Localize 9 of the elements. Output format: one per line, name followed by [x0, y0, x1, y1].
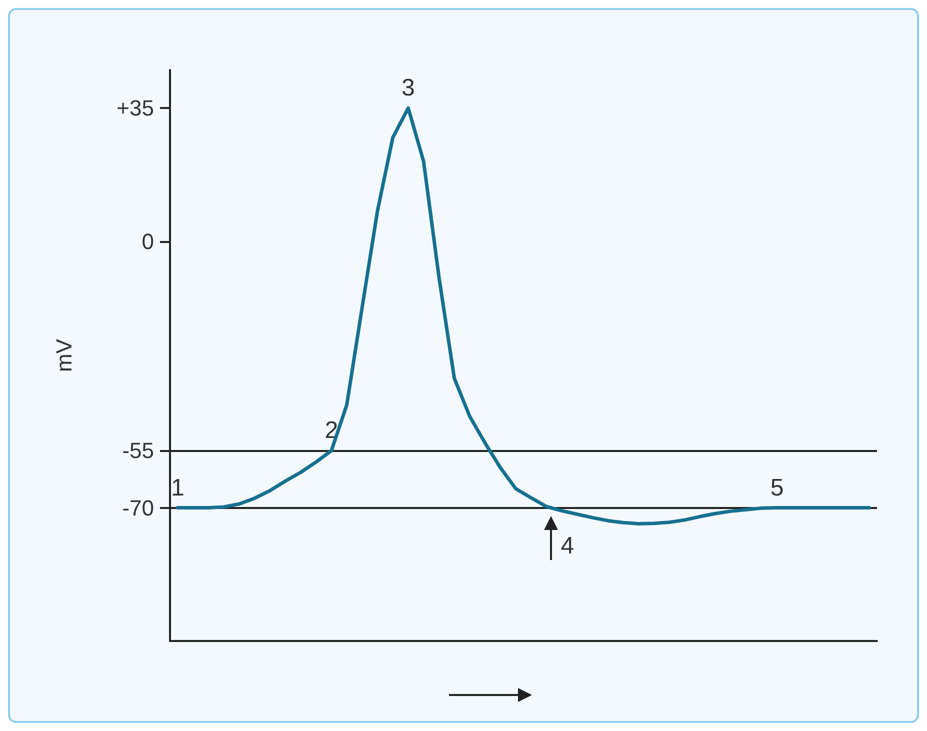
- y-tick-label: -70: [122, 495, 154, 520]
- annotation: 5: [770, 474, 784, 502]
- annotation: 3: [402, 74, 415, 102]
- y-tick-label: 0: [142, 228, 154, 254]
- annotation: 4: [560, 532, 574, 560]
- y-axis-title: mV: [52, 338, 76, 372]
- y-tick-label: -55: [122, 438, 154, 464]
- annotation: 1: [171, 474, 184, 502]
- y-tick-label: +35: [116, 96, 154, 121]
